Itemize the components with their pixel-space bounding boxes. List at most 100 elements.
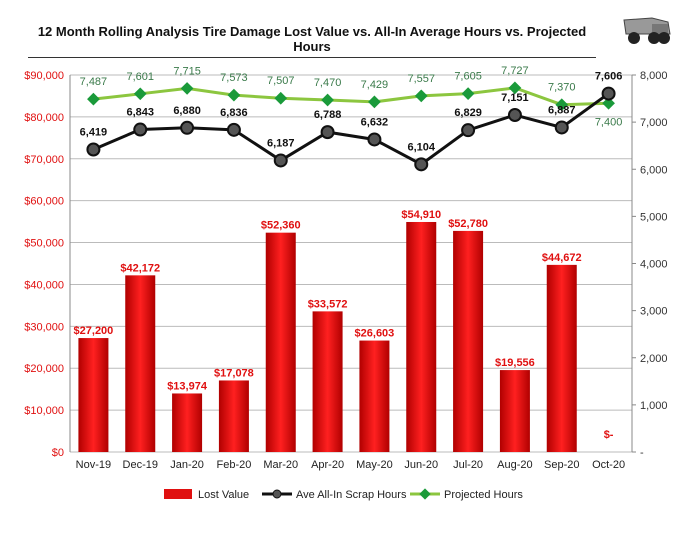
point-projected-hours: [368, 95, 381, 109]
x-axis-tick: Jun-20: [404, 459, 438, 471]
legend-marker-projected-hours: [419, 488, 431, 500]
line-data-label: 7,715: [173, 65, 201, 77]
right-axis-tick: 4,000: [640, 259, 668, 271]
x-axis-tick: Mar-20: [263, 459, 298, 471]
bar-data-label: $17,078: [214, 367, 254, 379]
line-data-label: 7,151: [501, 92, 529, 104]
point-scrap-hours: [86, 142, 101, 157]
bar-lost-value: [359, 340, 390, 452]
line-data-label: 6,880: [173, 105, 201, 117]
line-data-label: 6,419: [80, 127, 108, 139]
line-data-label: 7,573: [220, 72, 248, 84]
line-data-label: 6,829: [454, 107, 482, 119]
point-projected-hours: [87, 92, 100, 106]
bar-data-label: $13,974: [167, 380, 208, 392]
point-projected-hours: [133, 87, 147, 101]
point-scrap-hours: [180, 120, 195, 135]
x-axis-tick: Jul-20: [453, 459, 483, 471]
bar-lost-value: [499, 370, 530, 452]
bar-data-label: $54,910: [401, 209, 441, 221]
bar-data-label: $44,672: [542, 252, 582, 264]
left-axis-tick: $30,000: [24, 321, 64, 333]
bar-data-label: $27,200: [74, 325, 114, 337]
x-axis-tick: Apr-20: [311, 459, 344, 471]
chart-title: 12 Month Rolling Analysis Tire Damage Lo…: [28, 24, 596, 58]
mining-truck-icon: [623, 17, 671, 44]
legend-marker-scrap-hours: [272, 489, 282, 499]
left-axis-tick: $60,000: [24, 196, 64, 208]
left-axis-tick: $80,000: [24, 112, 64, 124]
legend-label: Projected Hours: [444, 489, 523, 501]
left-axis-tick: $90,000: [24, 70, 64, 82]
bar-lost-value: [406, 221, 437, 452]
line-data-label: 7,605: [454, 71, 482, 83]
point-scrap-hours: [414, 157, 429, 172]
line-data-label: 6,104: [407, 141, 435, 153]
point-projected-hours: [227, 88, 241, 102]
point-scrap-hours: [554, 120, 569, 135]
line-data-label: 6,836: [220, 107, 248, 119]
bar-lost-value: [125, 275, 156, 452]
line-data-label: 7,727: [501, 65, 529, 77]
bar-data-label: $-: [604, 429, 614, 441]
point-scrap-hours: [601, 86, 616, 101]
x-axis-tick: Sep-20: [544, 459, 579, 471]
right-axis-tick: 1,000: [640, 400, 668, 412]
bar-lost-value: [78, 338, 109, 452]
bar-lost-value: [218, 380, 249, 452]
right-axis-tick: 7,000: [640, 117, 668, 129]
left-axis-tick: $50,000: [24, 238, 64, 250]
x-axis-tick: Aug-20: [497, 459, 532, 471]
point-projected-hours: [461, 87, 475, 100]
line-data-label: 6,788: [314, 109, 342, 121]
bar-data-label: $42,172: [120, 262, 160, 274]
point-projected-hours: [180, 82, 194, 95]
bar-lost-value: [453, 230, 484, 452]
bar-data-label: $19,556: [495, 357, 535, 369]
point-scrap-hours: [133, 122, 148, 137]
point-projected-hours: [414, 89, 428, 103]
line-data-label: 7,400: [595, 116, 623, 128]
line-data-label: 7,606: [595, 71, 623, 83]
legend-label: Ave All-In Scrap Hours: [296, 489, 407, 501]
right-axis-tick: 2,000: [640, 353, 668, 365]
line-data-label: 7,370: [548, 82, 576, 94]
x-axis-tick: May-20: [356, 459, 393, 471]
right-axis-tick: 3,000: [640, 306, 668, 318]
legend-label: Lost Value: [198, 489, 249, 501]
bar-lost-value: [546, 264, 577, 452]
left-axis-tick: $70,000: [24, 154, 64, 166]
x-axis-tick: Dec-19: [123, 459, 158, 471]
bar-data-label: $52,780: [448, 218, 488, 230]
bar-lost-value: [312, 311, 343, 452]
line-data-label: 7,429: [361, 79, 389, 91]
bar-data-label: $33,572: [308, 298, 348, 310]
line-projected-hours: [93, 86, 609, 107]
left-axis-tick: $40,000: [24, 279, 64, 291]
left-axis-tick: $0: [52, 447, 64, 459]
point-scrap-hours: [273, 153, 288, 168]
right-axis-tick: -: [640, 447, 644, 459]
line-scrap-hours: [92, 92, 610, 167]
line-data-label: 6,887: [548, 104, 576, 116]
line-data-label: 6,843: [126, 107, 154, 119]
right-axis-tick: 6,000: [640, 164, 668, 176]
point-scrap-hours: [461, 123, 476, 138]
line-data-label: 6,187: [267, 137, 295, 149]
line-data-label: 7,487: [80, 76, 108, 88]
point-scrap-hours: [320, 125, 335, 140]
bar-lost-value: [172, 393, 203, 452]
line-data-label: 7,601: [126, 71, 154, 83]
bar-lost-value: [265, 232, 296, 452]
right-axis-tick: 8,000: [640, 70, 668, 82]
x-axis-tick: Jan-20: [170, 459, 204, 471]
left-axis-tick: $20,000: [24, 363, 64, 375]
point-scrap-hours: [367, 132, 382, 147]
line-data-label: 7,507: [267, 75, 295, 87]
point-scrap-hours: [226, 122, 241, 137]
line-data-label: 7,557: [407, 73, 435, 85]
right-axis-tick: 5,000: [640, 211, 668, 223]
point-scrap-hours: [507, 108, 522, 123]
